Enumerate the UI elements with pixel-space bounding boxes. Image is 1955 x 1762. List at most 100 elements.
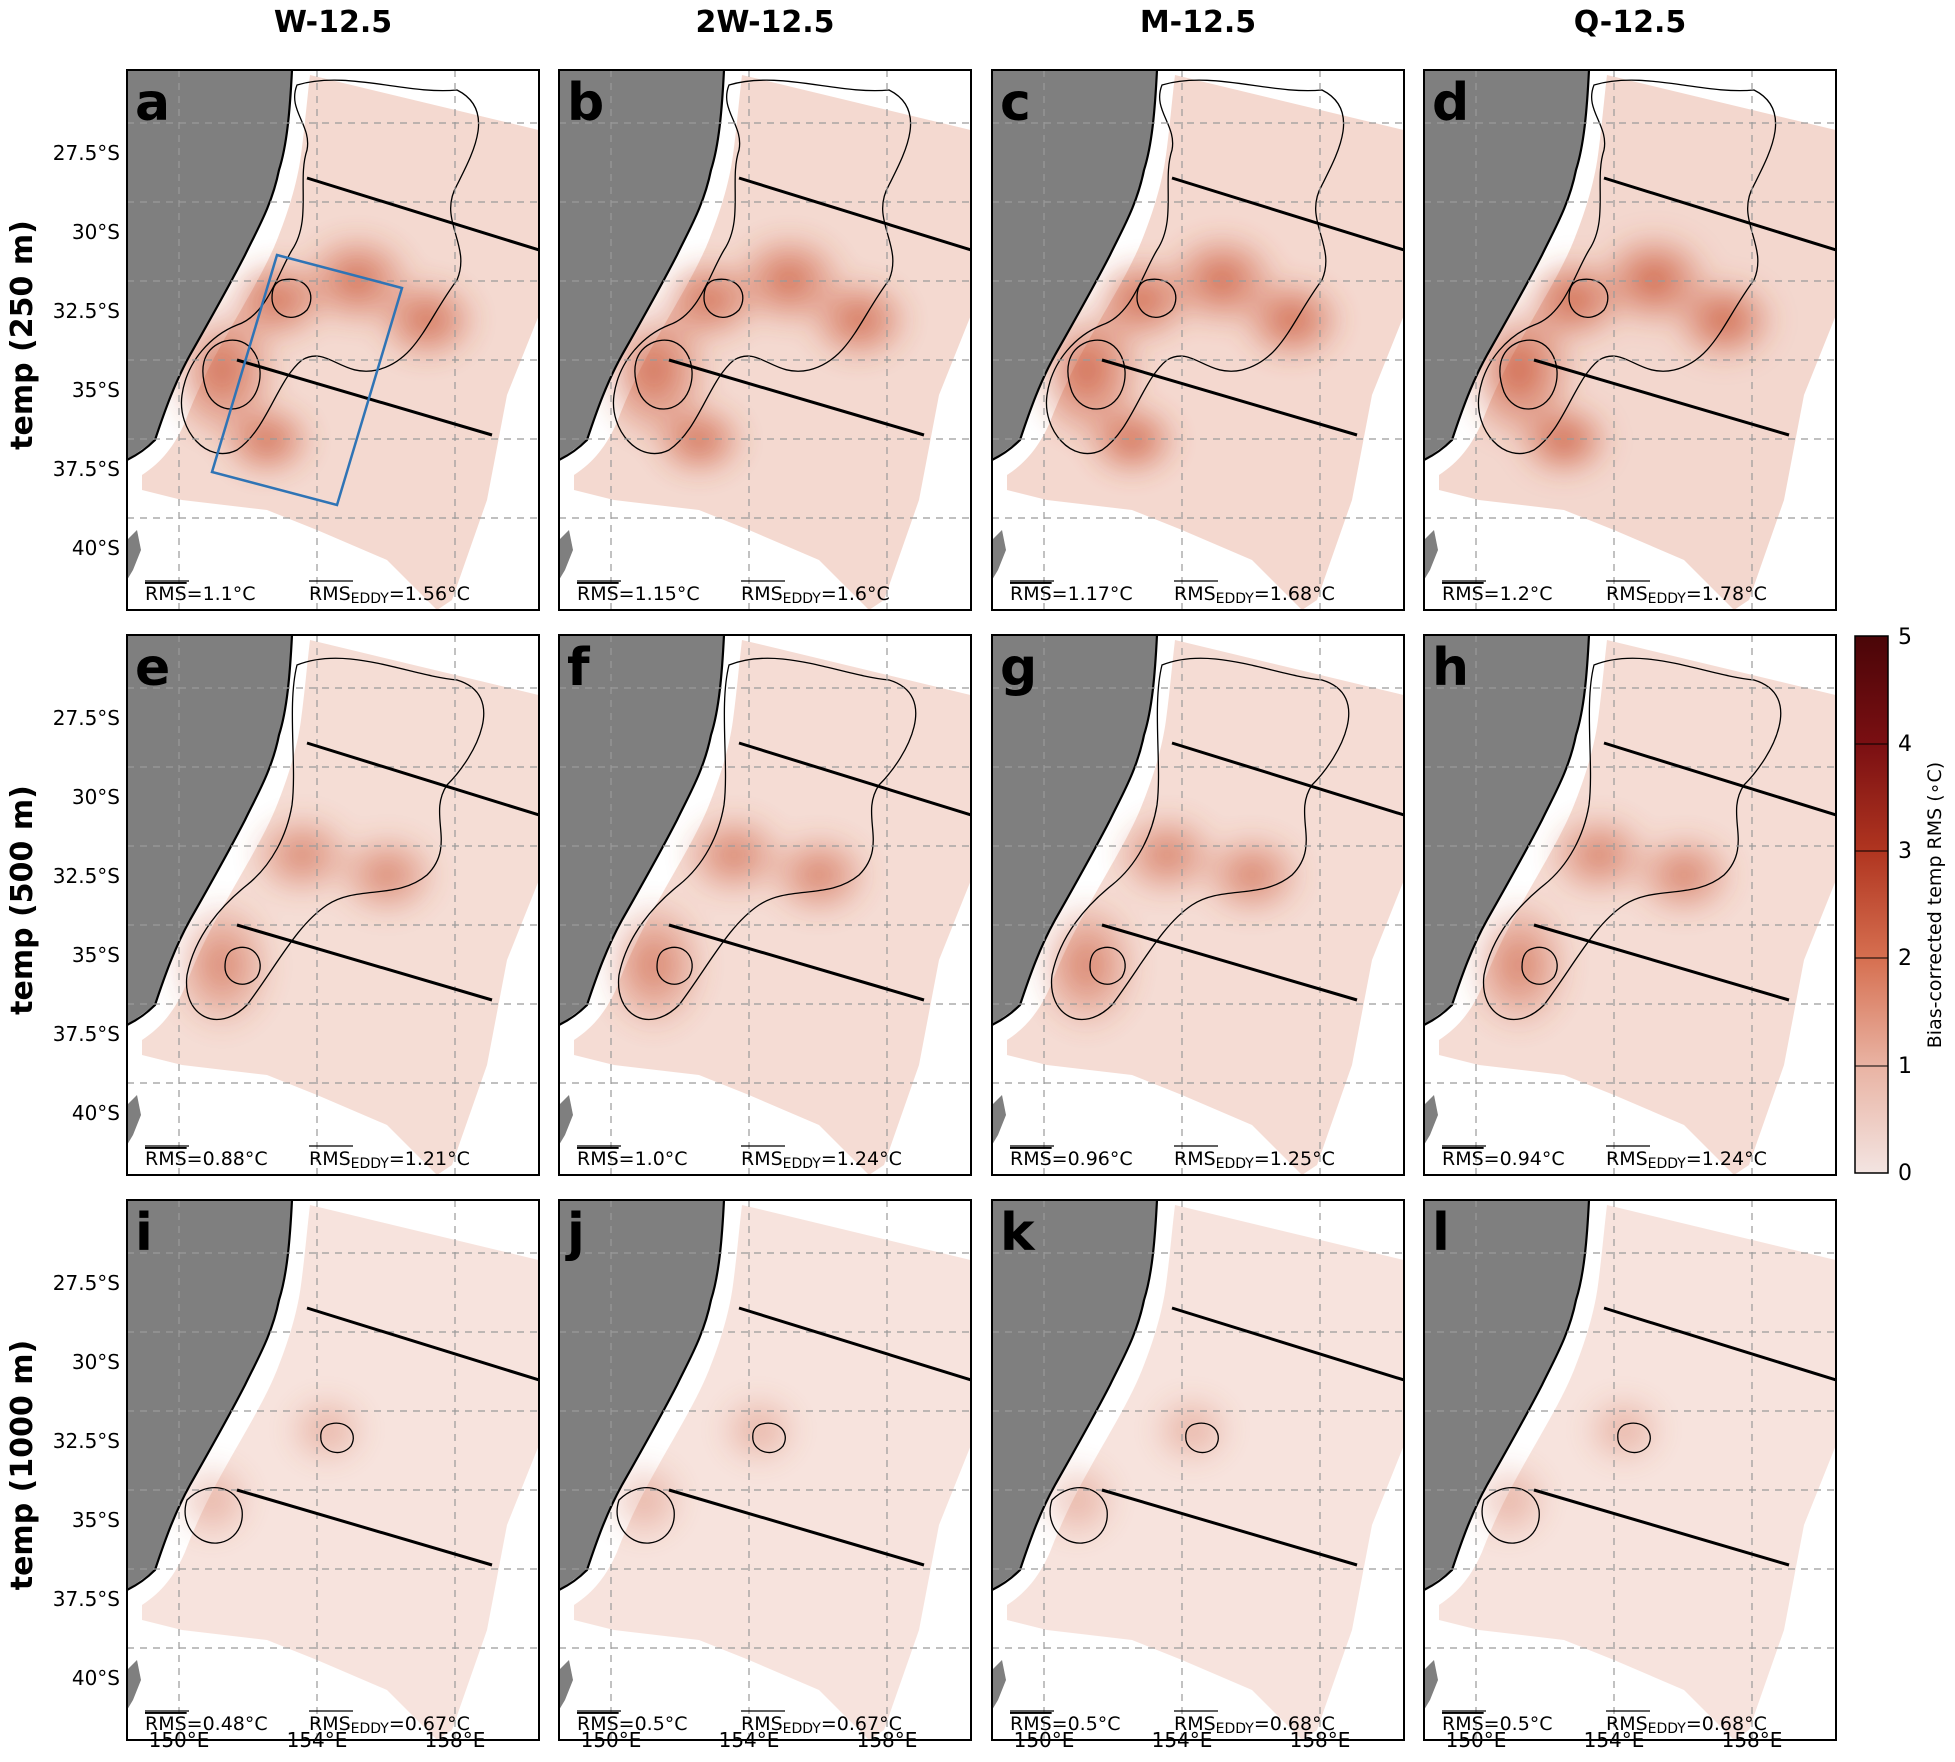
panel-letter: k [1000,1203,1036,1263]
lat-tick-row3-40: 40°S [72,1666,120,1690]
ocean-field [1439,1205,1836,1740]
panel-frame [991,634,1405,1176]
panel-c: c RMS=1.17°C RMSEDDY=1.68°C [991,69,1405,611]
coastline [559,635,726,1026]
lat-tick-row2-27.5: 27.5°S [53,706,120,730]
column-title-4: Q-12.5 [1574,5,1687,40]
land-mass [1424,70,1589,460]
region-box [210,253,404,507]
southern-transect-line [1101,1488,1358,1567]
northern-transect-line [1171,176,1404,252]
lat-tick-row3-30: 30°S [72,1350,120,1374]
contour-line [1050,657,1350,1021]
lon-tick-c3-154: 154°E [1152,1728,1213,1752]
coastline [127,1200,294,1591]
panel-g: g RMS=0.96°C RMSEDDY=1.25°C [991,634,1405,1176]
land-mass [992,635,1157,1025]
land-mass [127,635,292,1025]
coastline [127,70,294,461]
panel-frame [558,1199,972,1741]
contour-line [612,79,912,455]
rms-annotation: RMS=0.5°C [577,1713,688,1735]
southern-transect-line [668,1488,925,1567]
rms-annotation: RMS=1.1°C [145,583,256,605]
ocean-field [142,640,539,1175]
panel-letter: c [1000,73,1031,133]
panel-j: j RMS=0.5°C RMSEDDY=0.67°C [558,1199,972,1741]
northern-transect-line [738,176,971,252]
contour-line [224,946,261,985]
ocean-field [1007,1205,1404,1740]
lat-tick-row2-35: 35°S [72,943,120,967]
coastline [127,635,294,1026]
contour-line [1617,1422,1651,1454]
colorbar-tick-1: 1 [1898,1054,1912,1079]
lon-tick-c1-154: 154°E [287,1728,348,1752]
panel-e: e RMS=0.88°C RMSEDDY=1.21°C [126,634,540,1176]
panel-letter: l [1432,1203,1450,1263]
southern-transect-line [1101,358,1358,437]
panel-b: b RMS=1.15°C RMSEDDY=1.6°C [558,69,972,611]
contour-line [1045,79,1345,455]
lon-tick-c4-158: 158°E [1722,1728,1783,1752]
panel-letter: h [1432,638,1469,698]
northern-transect-line [306,176,539,252]
panel-frame [1423,1199,1837,1741]
coastline [1424,70,1591,461]
eddy-rms-annotation: RMSEDDY=1.68°C [1174,583,1335,607]
southern-transect-line [1533,358,1790,437]
contour-line [202,339,261,410]
lat-tick-row2-40: 40°S [72,1101,120,1125]
column-title-2: 2W-12.5 [695,5,834,40]
ocean-field [1007,640,1404,1175]
lon-tick-c2-158: 158°E [857,1728,918,1752]
panel-frame [991,69,1405,611]
panel-frame [126,69,540,611]
lon-tick-c1-158: 158°E [425,1728,486,1752]
southern-transect-line [236,358,493,437]
rms-annotation: RMS=1.17°C [1010,583,1133,605]
land-mass [559,635,724,1025]
panel-frame [126,1199,540,1741]
ocean-field [1439,75,1836,610]
ocean-field [574,640,971,1175]
contour-line [617,657,917,1021]
northern-transect-line [738,741,971,817]
panel-letter: j [565,1203,585,1263]
colorbar-tick-0: 0 [1898,1161,1912,1186]
panel-letter: g [1000,638,1037,698]
panel-frame [991,1199,1405,1741]
land-mass [992,70,1157,460]
lat-tick-row2-37.5: 37.5°S [53,1022,120,1046]
panel-d: d RMS=1.2°C RMSEDDY=1.78°C [1423,69,1837,611]
column-title-3: M-12.5 [1140,5,1256,40]
lat-tick-row2-30: 30°S [72,785,120,809]
northern-transect-line [1171,741,1404,817]
eddy-rms-annotation: RMSEDDY=0.68°C [1606,1713,1767,1737]
northern-transect-line [1603,1306,1836,1382]
contour-line [184,1487,243,1544]
colorbar-gradient [1854,635,1889,1174]
lat-tick-row3-27.5: 27.5°S [53,1271,120,1295]
rms-annotation: RMS=0.5°C [1010,1713,1121,1735]
column-titles: W-12.5 2W-12.5 M-12.5 Q-12.5 [274,5,1686,40]
southern-transect-line [668,923,925,1002]
lon-tick-c3-158: 158°E [1290,1728,1351,1752]
contour-line [1568,278,1609,318]
panel-frame [558,634,972,1176]
eddy-rms-annotation: RMSEDDY=0.67°C [309,1713,470,1737]
ocean-field [1439,640,1836,1175]
southern-transect-line [236,923,493,1002]
coastline [559,1200,726,1591]
contour-line [634,339,693,410]
eddy-rms-annotation: RMSEDDY=1.25°C [1174,1148,1335,1172]
panel-f: f RMS=1.0°C RMSEDDY=1.24°C [558,634,972,1176]
contour-line [320,1422,354,1454]
panel-a: a RMS=1.1°C RMSEDDY=1.56°C [126,69,540,611]
coastline [1424,1200,1591,1591]
contour-line [703,278,744,318]
contour-line [1136,278,1177,318]
northern-transect-line [1603,741,1836,817]
coastline [559,70,726,461]
